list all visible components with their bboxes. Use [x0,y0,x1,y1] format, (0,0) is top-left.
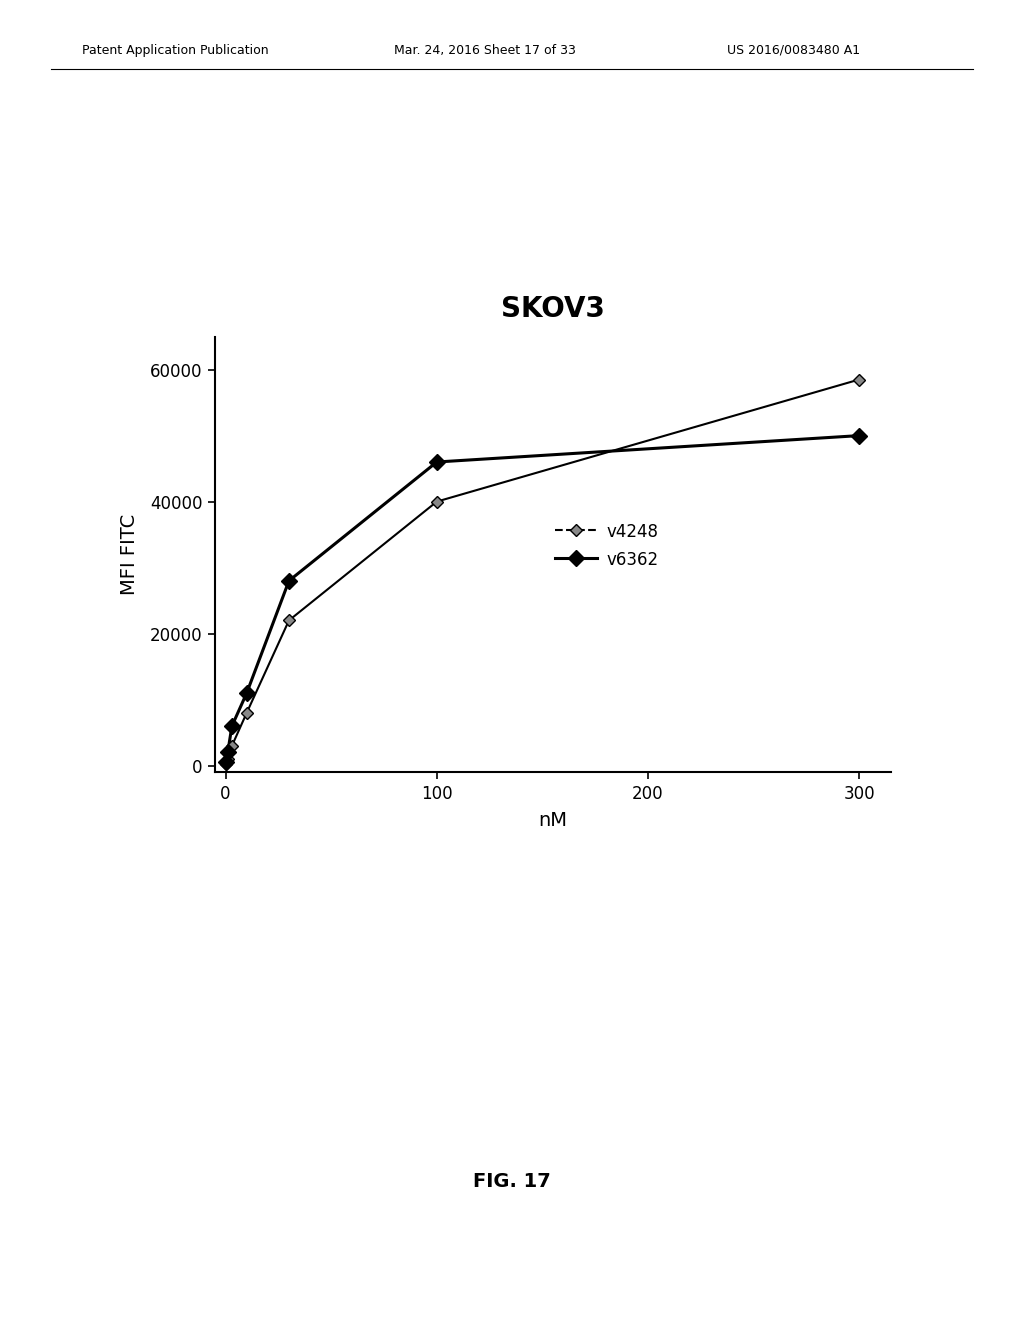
v4248 [221,751,233,767]
v6362 [283,573,295,589]
Text: FIG. 17: FIG. 17 [473,1172,551,1191]
v4248 [283,612,295,628]
v6362 [431,454,443,470]
v4248 [225,738,238,754]
Text: Mar. 24, 2016 Sheet 17 of 33: Mar. 24, 2016 Sheet 17 of 33 [394,44,577,57]
Title: SKOV3: SKOV3 [501,296,605,323]
Line: v4248: v4248 [222,375,863,768]
Line: v6362: v6362 [221,430,864,768]
v6362 [221,744,233,760]
Legend: v4248, v6362: v4248, v6362 [550,517,664,574]
X-axis label: nM: nM [539,810,567,830]
v4248 [431,494,443,510]
v4248 [241,705,253,721]
v4248 [853,372,865,388]
Text: Patent Application Publication: Patent Application Publication [82,44,268,57]
v4248 [220,755,232,771]
Y-axis label: MFI FITC: MFI FITC [120,513,139,595]
v6362 [241,685,253,701]
Text: US 2016/0083480 A1: US 2016/0083480 A1 [727,44,860,57]
v6362 [220,755,232,771]
v6362 [853,428,865,444]
v6362 [225,718,238,734]
